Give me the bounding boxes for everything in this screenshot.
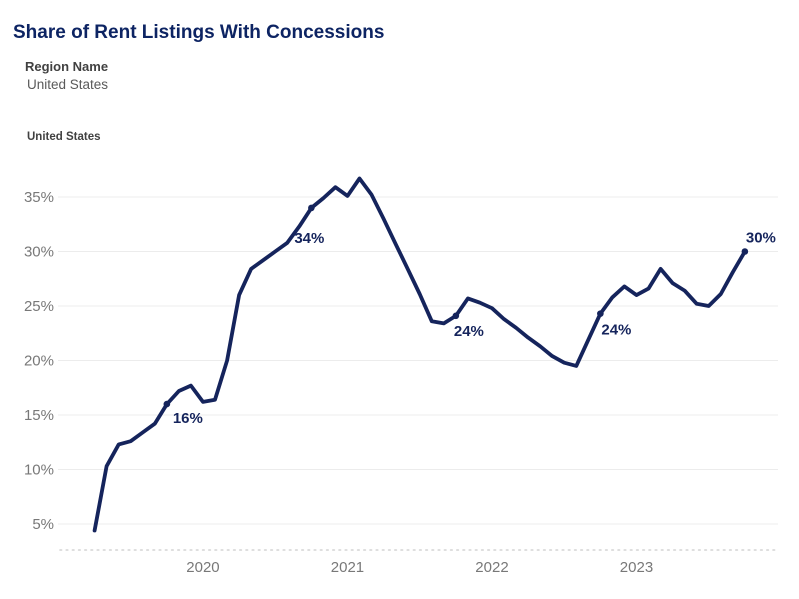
data-point-label: 24% [454,323,484,340]
x-axis-tick-label: 2020 [186,559,219,576]
y-axis-tick-label: 35% [24,189,54,206]
region-filter-value[interactable]: United States [27,77,109,92]
data-point-label: 24% [601,322,631,339]
data-point-label: 34% [294,230,324,247]
data-point-dot[interactable] [163,400,171,408]
y-axis-tick-label: 15% [24,407,54,424]
data-point-label: 30% [746,230,776,247]
y-axis-tick-label: 10% [24,462,54,479]
data-point-dot[interactable] [452,312,460,320]
us-trend-line[interactable] [92,176,747,533]
y-axis-tick-label: 5% [32,516,54,533]
data-point-dot[interactable] [741,248,749,255]
page-title: Share of Rent Listings With Concessions [13,22,385,43]
data-point-dot[interactable] [308,204,315,212]
series-legend-label: United States [27,131,101,143]
data-point-dot[interactable] [597,310,604,317]
data-point-label: 16% [173,410,203,427]
x-axis-tick-label: 2022 [475,559,508,576]
x-axis-tick-label: 2023 [620,559,653,576]
region-filter: Region Name United States [25,59,108,92]
y-axis-tick-label: 25% [24,298,54,315]
y-axis-tick-label: 30% [24,244,54,261]
y-axis-tick-label: 20% [24,353,54,370]
x-axis-tick-label: 2021 [331,559,364,576]
region-filter-label: Region Name [25,59,109,74]
